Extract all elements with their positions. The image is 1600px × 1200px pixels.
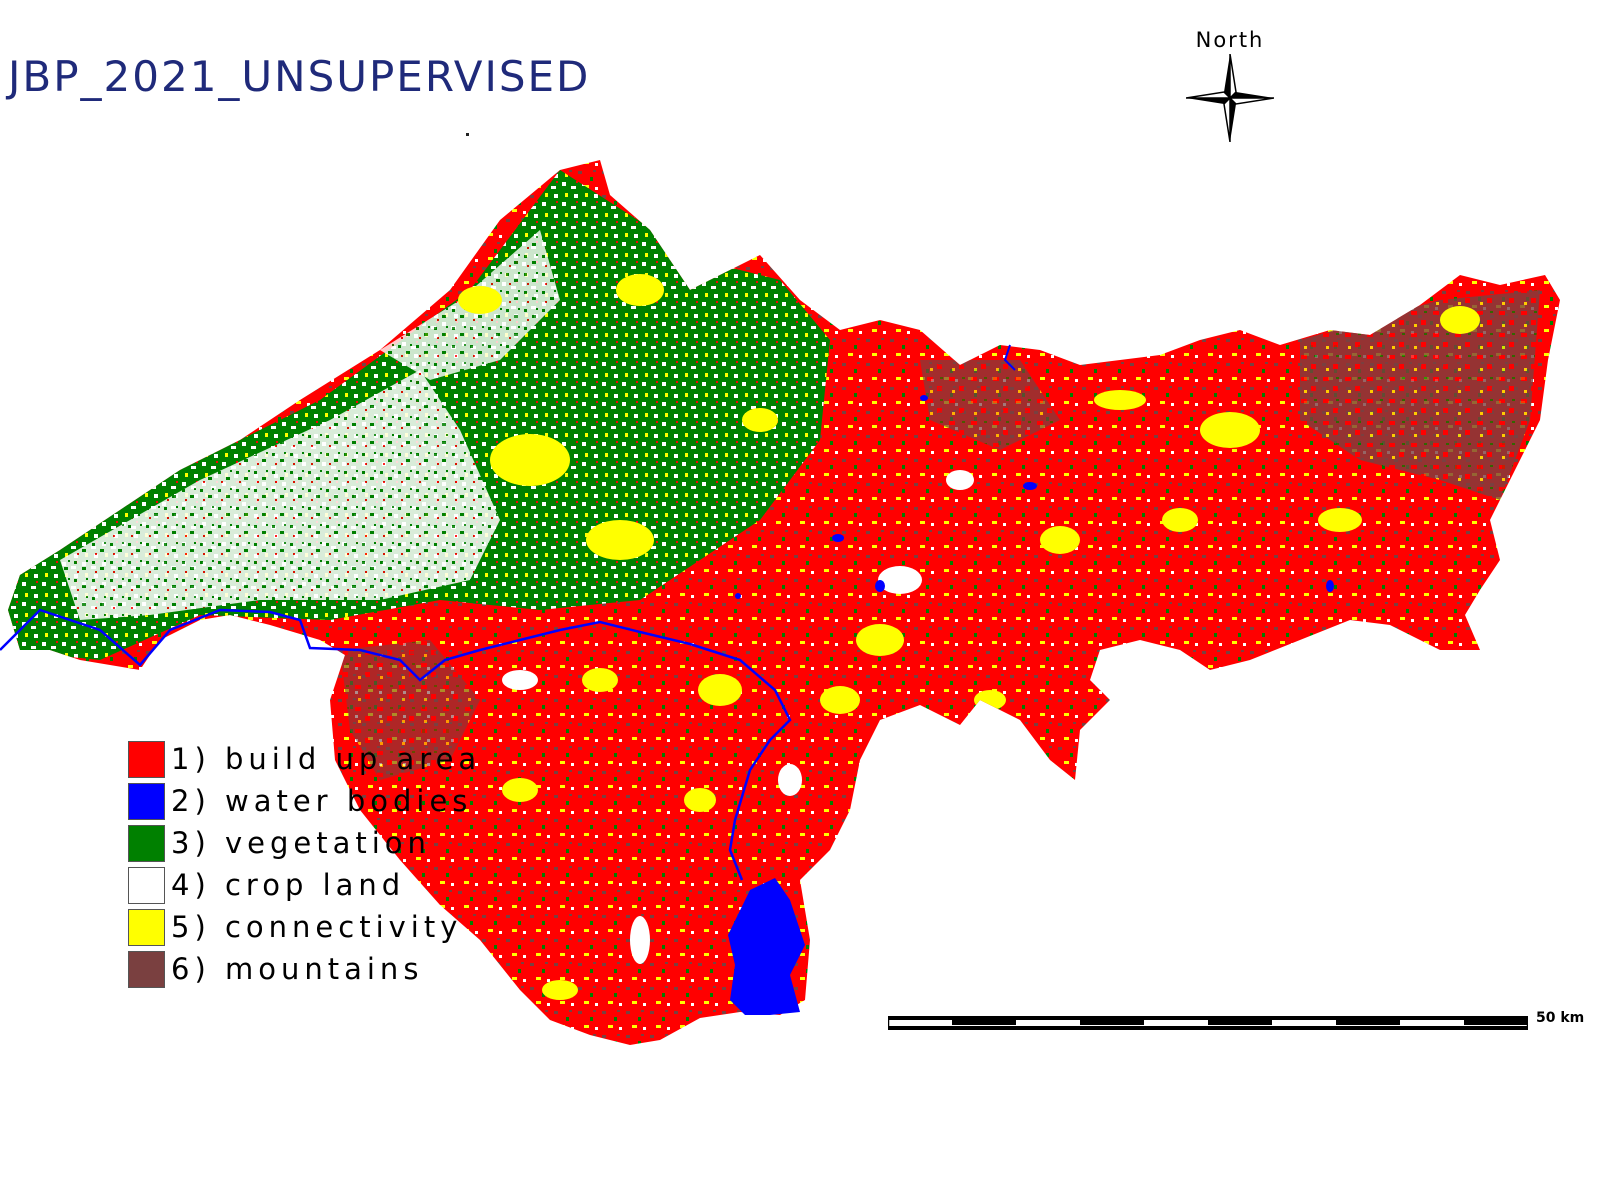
map-title: JBP_2021_UNSUPERVISED: [8, 52, 591, 101]
legend-swatch: [128, 740, 165, 778]
scale-label: 50 km: [1536, 1010, 1585, 1026]
compass-rose-icon: [1186, 54, 1274, 142]
north-arrow: North: [1180, 28, 1280, 142]
legend-label: 5) connectivity: [171, 910, 463, 944]
legend-label: 6) mountains: [171, 952, 424, 986]
landcover-map: [0, 160, 1560, 1045]
legend-item: 3) vegetation: [128, 822, 481, 864]
legend: 1) build up area 2) water bodies 3) vege…: [128, 738, 481, 990]
legend-label: 3) vegetation: [171, 826, 431, 860]
legend-swatch: [128, 950, 165, 988]
legend-item: 2) water bodies: [128, 780, 481, 822]
stray-dot: [466, 133, 469, 136]
north-label: North: [1195, 28, 1265, 52]
scale-bar: [888, 1016, 1528, 1030]
legend-swatch: [128, 908, 165, 946]
legend-item: 4) crop land: [128, 864, 481, 906]
legend-swatch: [128, 782, 165, 820]
legend-label: 2) water bodies: [171, 784, 473, 818]
legend-item: 6) mountains: [128, 948, 481, 990]
legend-swatch: [128, 824, 165, 862]
legend-label: 4) crop land: [171, 868, 406, 902]
legend-swatch: [128, 866, 165, 904]
legend-label: 1) build up area: [171, 742, 482, 776]
legend-item: 5) connectivity: [128, 906, 481, 948]
legend-item: 1) build up area: [128, 738, 481, 780]
